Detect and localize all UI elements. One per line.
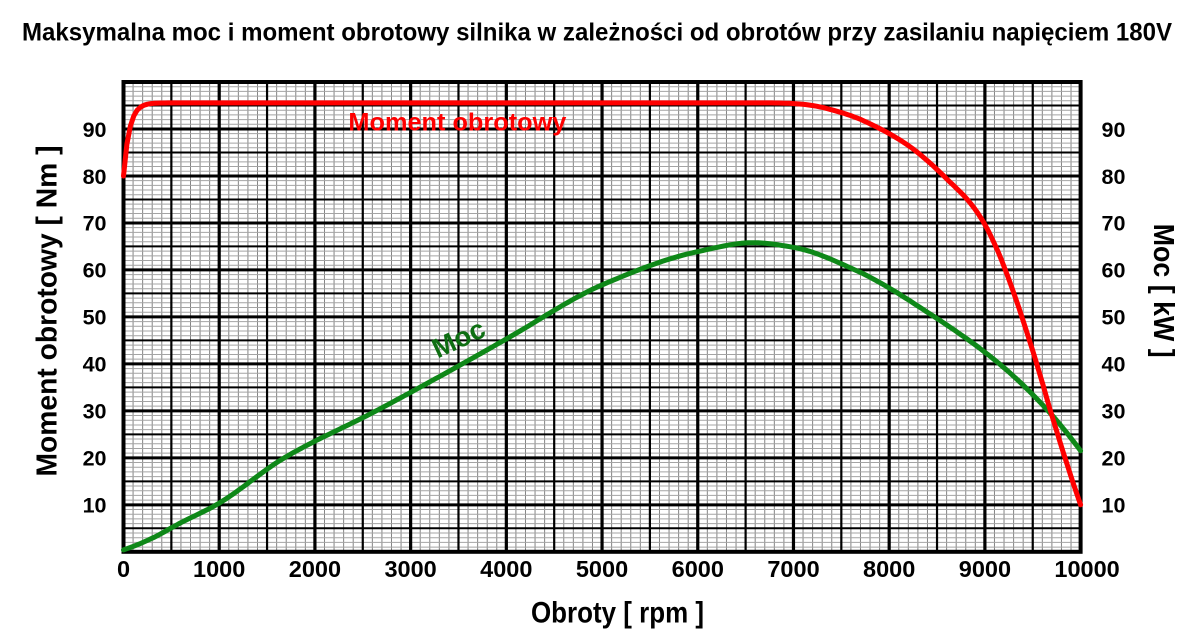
svg-text:60: 60	[1102, 259, 1126, 283]
svg-text:8000: 8000	[863, 556, 915, 582]
svg-text:90: 90	[1102, 118, 1126, 142]
svg-text:40: 40	[1102, 353, 1126, 377]
svg-text:70: 70	[83, 212, 107, 236]
svg-text:1000: 1000	[193, 556, 245, 582]
svg-text:20: 20	[1102, 447, 1126, 471]
svg-text:50: 50	[83, 306, 107, 330]
svg-text:7000: 7000	[767, 556, 819, 582]
svg-text:Moc [ kW ]: Moc [ kW ]	[1147, 224, 1179, 358]
svg-text:40: 40	[83, 353, 107, 377]
svg-text:50: 50	[1102, 306, 1126, 330]
svg-text:80: 80	[83, 165, 107, 189]
svg-text:9000: 9000	[959, 556, 1011, 582]
svg-text:10000: 10000	[1054, 556, 1119, 582]
svg-text:0: 0	[117, 556, 130, 582]
svg-text:30: 30	[83, 400, 107, 424]
svg-text:60: 60	[83, 259, 107, 283]
svg-text:20: 20	[83, 447, 107, 471]
svg-text:30: 30	[1102, 400, 1126, 424]
svg-text:10: 10	[1102, 494, 1126, 518]
svg-text:2000: 2000	[289, 556, 341, 582]
svg-text:3000: 3000	[384, 556, 436, 582]
svg-text:10: 10	[83, 494, 107, 518]
svg-text:6000: 6000	[672, 556, 724, 582]
svg-text:Obroty [ rpm ]: Obroty [ rpm ]	[531, 597, 704, 630]
svg-text:Moment obrotowy [ Nm ]: Moment obrotowy [ Nm ]	[32, 146, 64, 477]
svg-text:70: 70	[1102, 212, 1126, 236]
svg-text:80: 80	[1102, 165, 1126, 189]
svg-text:Moment obrotowy: Moment obrotowy	[348, 108, 566, 136]
svg-text:Maksymalna moc i moment obroto: Maksymalna moc i moment obrotowy silnika…	[22, 19, 1172, 47]
svg-text:90: 90	[83, 118, 107, 142]
svg-text:5000: 5000	[576, 556, 628, 582]
svg-text:4000: 4000	[480, 556, 532, 582]
